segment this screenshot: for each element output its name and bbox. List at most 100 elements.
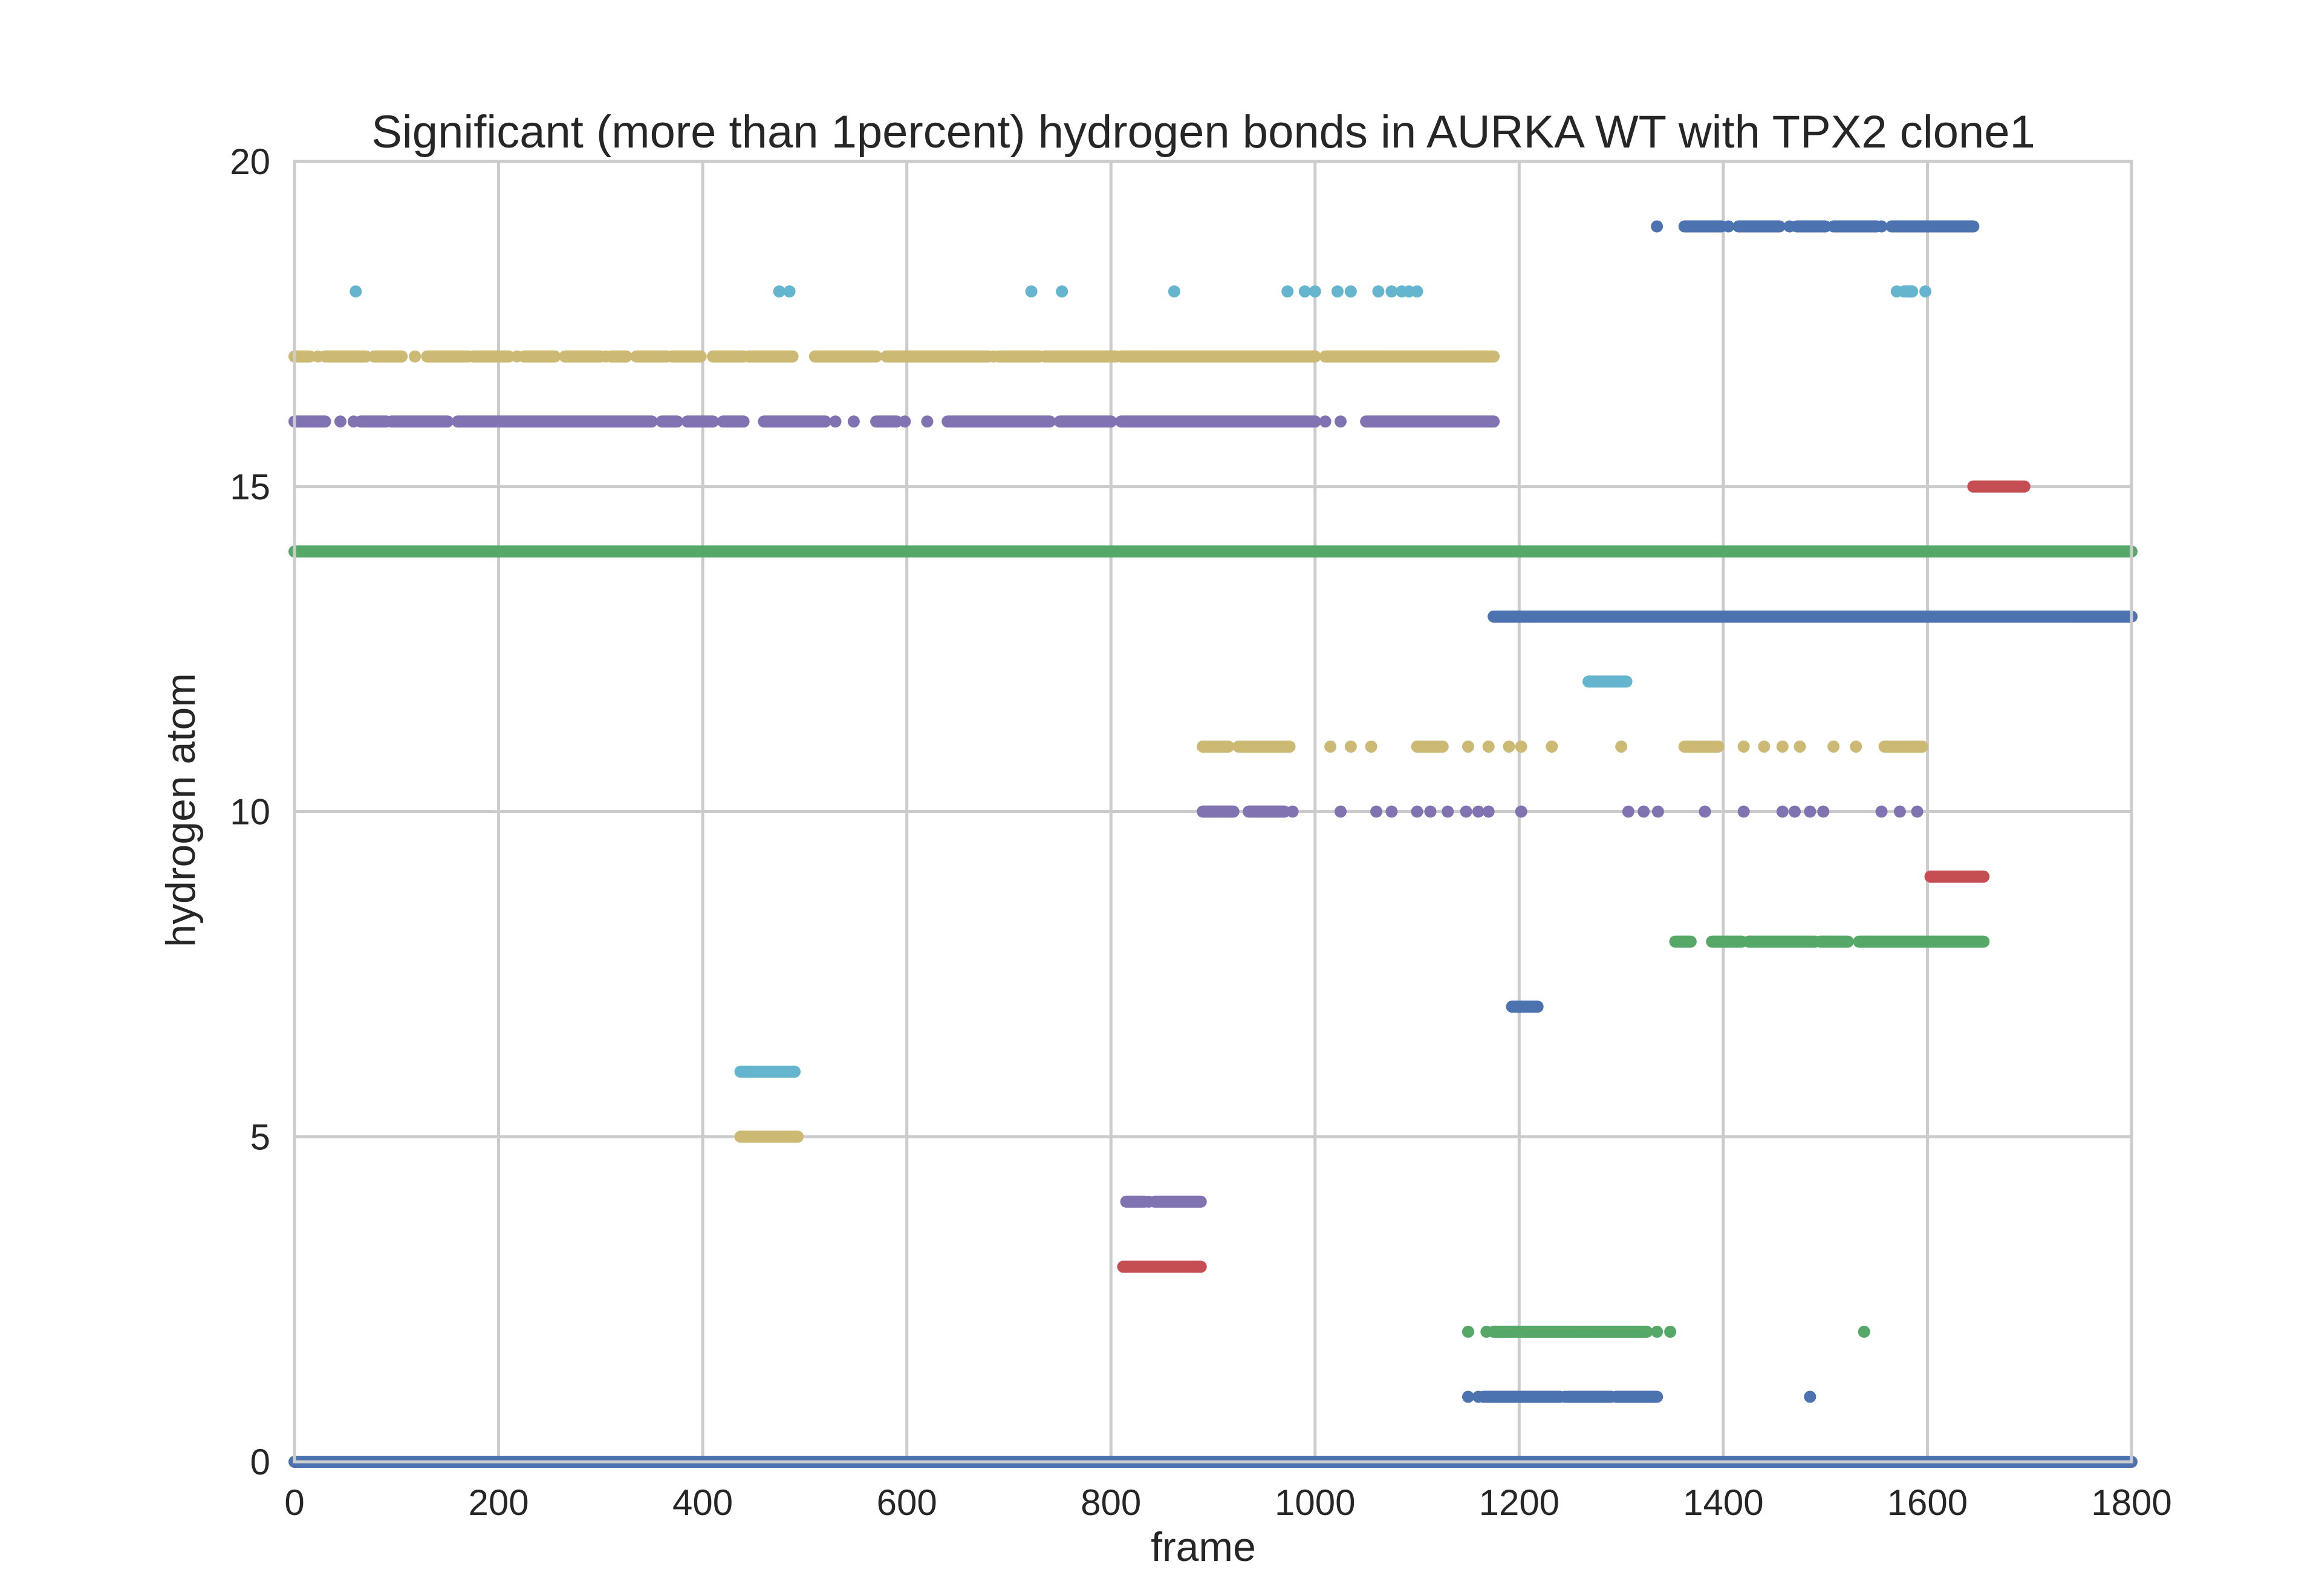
bond-point	[1411, 285, 1423, 298]
bond-point	[1442, 805, 1454, 818]
bond-point	[1546, 740, 1558, 753]
x-tick-label: 1400	[1683, 1482, 1763, 1523]
bond-point	[347, 415, 360, 428]
bond-point	[1776, 740, 1789, 753]
x-tick-label: 1800	[2091, 1482, 2171, 1523]
series-hbond-18	[350, 285, 1932, 298]
bond-point	[1651, 1325, 1663, 1338]
x-tick-label: 1000	[1275, 1482, 1355, 1523]
y-tick-label: 15	[230, 467, 270, 507]
data-points	[288, 220, 2138, 1468]
bond-point	[1737, 805, 1750, 818]
bond-point	[1372, 285, 1385, 298]
bond-point	[1344, 740, 1357, 753]
bond-point	[1858, 1325, 1870, 1338]
bond-point	[1472, 1390, 1485, 1403]
bond-point	[1324, 740, 1337, 753]
bond-point	[1482, 740, 1495, 753]
series-hbond-4	[1120, 1195, 1207, 1208]
bond-point	[1794, 740, 1806, 753]
series-hbond-8	[1669, 935, 1990, 948]
bond-point	[1309, 285, 1321, 298]
bond-point	[773, 285, 785, 298]
bond-point	[1515, 740, 1527, 753]
plot-frame	[293, 160, 2133, 1464]
bond-point	[334, 415, 346, 428]
bond-point	[1281, 285, 1294, 298]
bond-point	[1850, 740, 1862, 753]
bond-point	[829, 415, 842, 428]
bond-point	[311, 350, 324, 363]
bond-point	[1515, 805, 1527, 818]
x-axis-ticks: 0 200 400 600 800 1000 1200 1400 1600 1800	[284, 1482, 2171, 1523]
bond-point	[510, 350, 523, 363]
series-hbond-1	[1462, 1390, 1816, 1403]
bond-point	[1503, 740, 1515, 753]
bond-point	[409, 350, 421, 363]
bond-point	[1615, 740, 1628, 753]
bond-point	[1911, 805, 1924, 818]
x-tick-label: 0	[284, 1482, 304, 1523]
series-hbond-10	[1197, 805, 1924, 818]
bond-point	[1559, 1390, 1572, 1403]
bond-point	[783, 285, 796, 298]
bond-point	[1462, 1325, 1474, 1338]
bond-point	[1637, 805, 1650, 818]
series-hbond-17	[288, 350, 1500, 363]
bond-point	[1286, 805, 1299, 818]
bond-point	[1804, 1390, 1816, 1403]
bond-point	[350, 285, 362, 298]
bond-point	[1331, 285, 1344, 298]
bond-point	[1804, 805, 1816, 818]
x-tick-label: 400	[672, 1482, 733, 1523]
bond-point	[1758, 740, 1771, 753]
y-tick-label: 20	[230, 141, 270, 182]
bond-point	[1460, 805, 1472, 818]
bond-point	[1893, 805, 1906, 818]
series-hbond-2	[1462, 1325, 1870, 1338]
series-hbond-19	[1651, 220, 1980, 233]
bond-point	[1365, 740, 1377, 753]
bond-point	[1890, 285, 1903, 298]
bond-point	[1827, 740, 1840, 753]
x-axis-label: frame	[1151, 1524, 1256, 1570]
bond-point	[1344, 285, 1357, 298]
y-tick-label: 0	[250, 1442, 270, 1482]
x-tick-label: 800	[1081, 1482, 1141, 1523]
bond-point	[1622, 805, 1634, 818]
bond-point	[1142, 1195, 1155, 1208]
bond-point	[1370, 805, 1383, 818]
bond-point	[1817, 805, 1830, 818]
y-tick-label: 10	[230, 792, 270, 832]
bond-point	[1737, 740, 1750, 753]
bond-point	[1875, 220, 1888, 233]
x-tick-label: 600	[877, 1482, 937, 1523]
x-tick-label: 1200	[1479, 1482, 1559, 1523]
bond-point	[1699, 805, 1711, 818]
bond-point	[1776, 805, 1789, 818]
bond-point	[1722, 220, 1735, 233]
bond-point	[921, 415, 934, 428]
bond-point	[1789, 805, 1801, 818]
bond-point	[599, 350, 612, 363]
bond-point	[1056, 285, 1068, 298]
bond-point	[1385, 805, 1398, 818]
bond-point	[1298, 285, 1311, 298]
bond-point	[1480, 1325, 1493, 1338]
y-axis-ticks: 0 5 10 15 20	[230, 141, 270, 1482]
bond-point	[1482, 805, 1495, 818]
bond-point	[1875, 805, 1888, 818]
chart-title: Significant (more than 1percent) hydroge…	[371, 106, 2035, 158]
bond-point	[1025, 285, 1038, 298]
bond-point	[1462, 740, 1474, 753]
bond-point	[1743, 935, 1755, 948]
bond-point	[1385, 285, 1398, 298]
bond-point	[1411, 805, 1423, 818]
bond-point	[1462, 1390, 1474, 1403]
bond-point	[987, 350, 1000, 363]
y-tick-label: 5	[250, 1117, 270, 1157]
bond-point	[1334, 415, 1347, 428]
series-hbond-11	[1197, 740, 1929, 753]
bond-point	[1424, 805, 1437, 818]
